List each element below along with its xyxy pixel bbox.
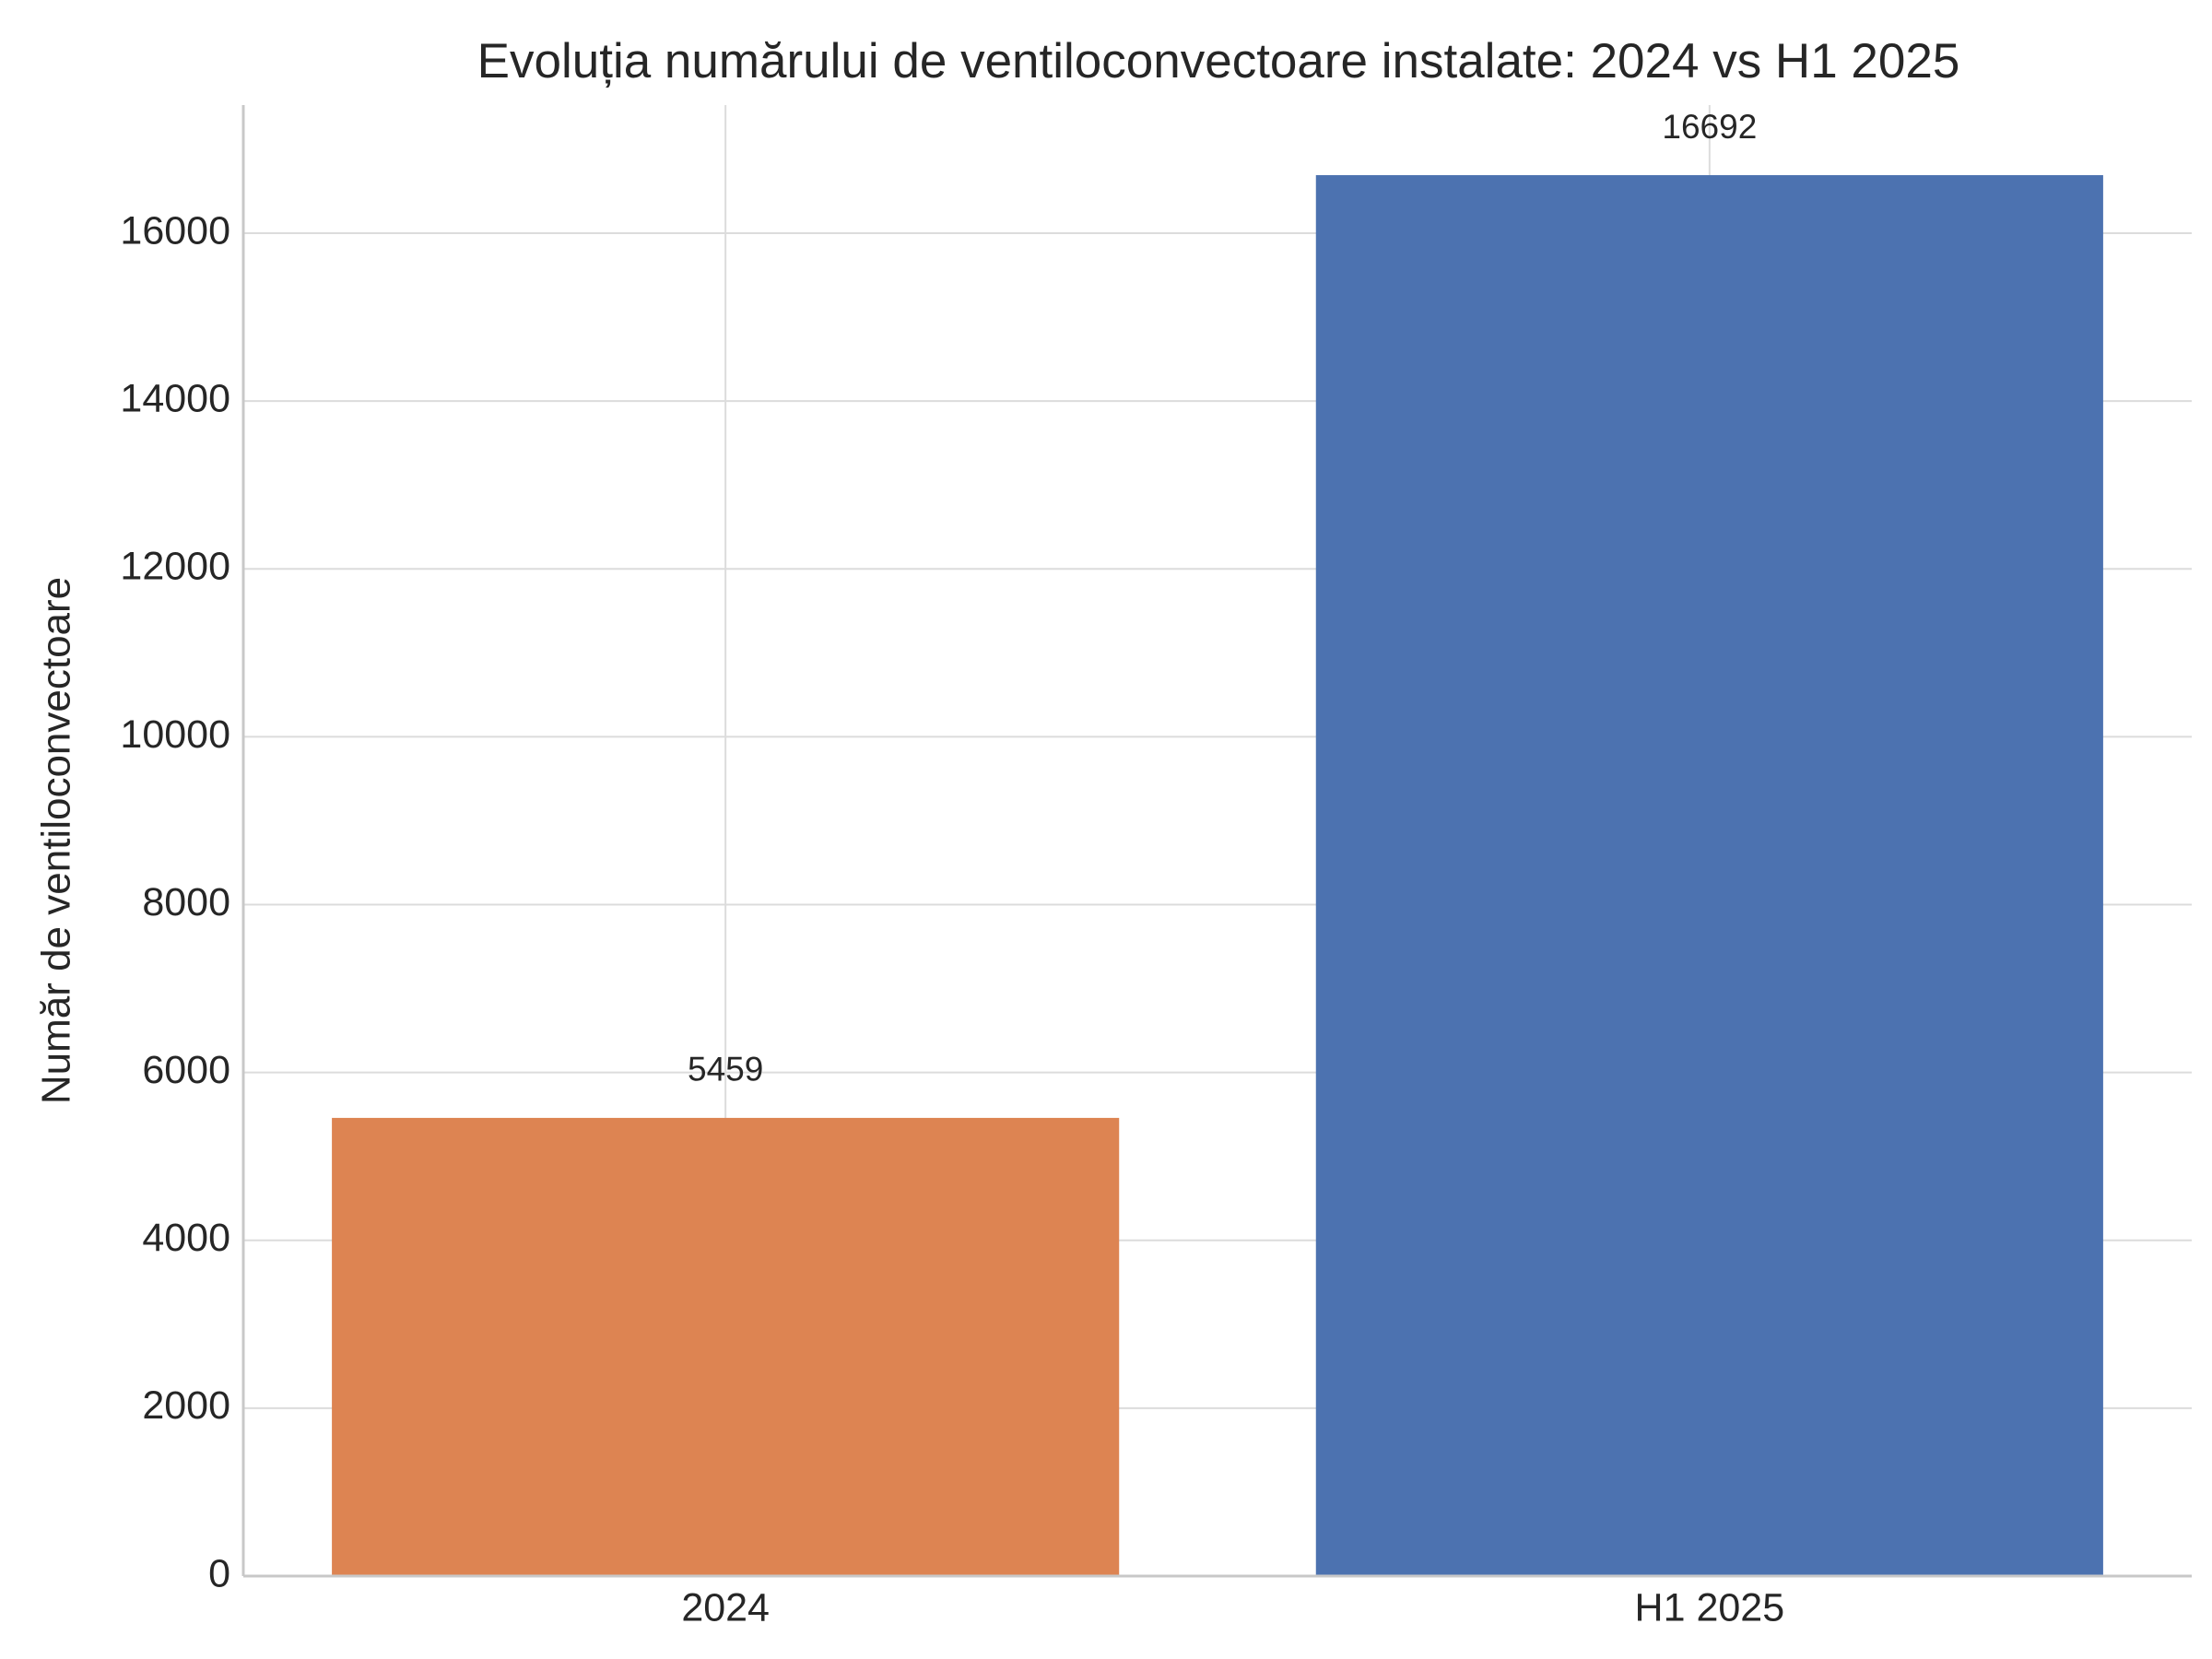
y-tick-label: 12000 <box>120 545 230 589</box>
value-label: 5459 <box>688 1051 763 1088</box>
y-axis-label: Număr de ventiloconvectoare <box>34 577 79 1104</box>
x-tick-label: 2024 <box>681 1585 770 1630</box>
y-tick-label: 10000 <box>120 712 230 757</box>
bar <box>332 1117 1120 1576</box>
marks-layer: 5459 16692 <box>332 108 2103 1577</box>
y-tick-label: 14000 <box>120 377 230 421</box>
x-tick-label: H1 2025 <box>1635 1585 1785 1630</box>
y-tick-label: 2000 <box>142 1383 230 1428</box>
value-label: 16692 <box>1662 108 1757 146</box>
y-tick-label: 8000 <box>142 880 230 924</box>
y-tick-label: 4000 <box>142 1216 230 1260</box>
chart-title: Evoluția numărului de ventiloconvectoare… <box>477 34 1960 88</box>
bar <box>1315 175 2103 1577</box>
y-tick-label: 0 <box>208 1551 230 1595</box>
y-tick-label: 6000 <box>142 1048 230 1092</box>
y-tick-label: 16000 <box>120 208 230 253</box>
